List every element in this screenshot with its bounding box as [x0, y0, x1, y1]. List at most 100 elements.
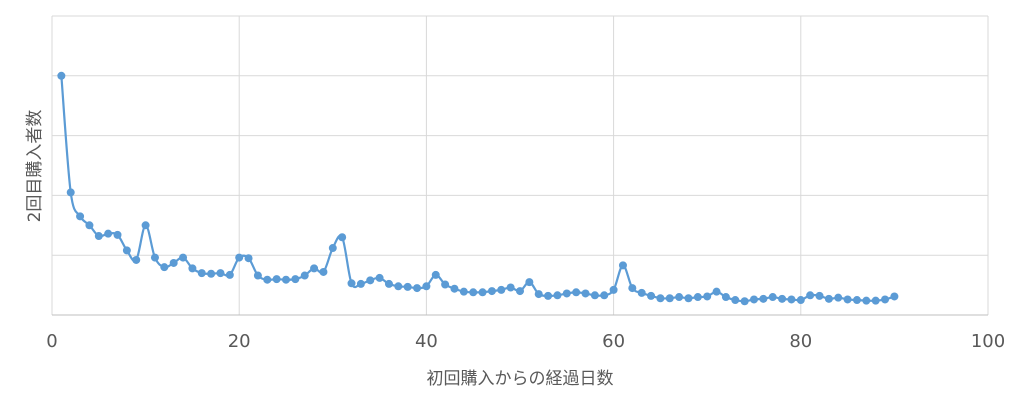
data-point [656, 294, 665, 303]
data-point [113, 230, 122, 239]
data-point [66, 188, 75, 197]
data-point [347, 279, 356, 288]
data-point [431, 270, 440, 279]
data-point [282, 275, 290, 284]
data-point [122, 246, 131, 255]
data-point [179, 253, 188, 262]
data-point [834, 293, 843, 302]
data-point [731, 296, 740, 305]
data-point [197, 269, 206, 278]
data-point [768, 293, 777, 302]
data-point [703, 292, 712, 301]
data-point [403, 282, 412, 291]
chart-gridlines [51, 15, 989, 315]
data-point [618, 261, 627, 270]
x-axis-ticks: 0 20 40 60 80 100 [46, 331, 1005, 352]
data-point [516, 287, 524, 296]
data-point [413, 284, 422, 293]
data-point [375, 273, 384, 282]
data-point [581, 289, 590, 298]
data-point [628, 284, 637, 293]
y-axis-title: 2回目購入者数 [25, 110, 45, 223]
data-point [272, 275, 281, 284]
x-tick-label: 100 [971, 331, 1005, 352]
data-point [141, 221, 150, 230]
data-point [459, 287, 468, 296]
data-point [253, 271, 262, 280]
x-tick-label: 0 [46, 331, 57, 352]
data-point [291, 275, 300, 284]
data-point [759, 294, 768, 303]
data-point [534, 290, 543, 299]
data-point [544, 291, 553, 300]
data-point [469, 288, 478, 297]
data-point [871, 296, 880, 305]
data-point [862, 296, 871, 305]
data-point [356, 279, 365, 288]
data-point [497, 285, 506, 294]
data-point [104, 229, 113, 238]
data-point [778, 294, 787, 303]
data-point [310, 264, 319, 273]
data-point [225, 270, 234, 279]
data-point [366, 276, 375, 285]
data-point [478, 288, 487, 297]
data-point [85, 221, 94, 230]
data-point [796, 296, 805, 305]
data-point [843, 295, 852, 304]
data-point [132, 255, 141, 264]
data-point [169, 258, 178, 267]
data-point [712, 287, 721, 296]
data-point [562, 289, 571, 298]
data-point [150, 253, 159, 262]
data-point [319, 267, 328, 276]
data-point [824, 294, 833, 303]
data-point [600, 291, 609, 300]
data-point [553, 291, 562, 300]
data-point [721, 293, 730, 302]
data-point [57, 71, 66, 80]
data-point [684, 294, 693, 303]
data-point [94, 232, 103, 241]
data-point [160, 263, 169, 272]
data-point [441, 280, 450, 289]
data-point [675, 293, 684, 302]
data-point [647, 291, 656, 300]
data-point [806, 291, 815, 300]
data-point [394, 282, 403, 291]
data-point [572, 288, 581, 297]
data-point [76, 212, 85, 221]
data-point [881, 295, 890, 304]
data-point [207, 269, 216, 278]
data-point [637, 288, 646, 297]
x-axis-title: 初回購入からの経過日数 [427, 369, 614, 389]
data-point [300, 271, 309, 280]
data-point [188, 264, 197, 273]
data-point [590, 291, 599, 300]
data-point [852, 296, 861, 305]
x-tick-label: 80 [789, 331, 812, 352]
data-point [740, 297, 749, 306]
data-point [525, 278, 534, 287]
data-point [506, 283, 515, 292]
series-points [57, 71, 899, 306]
data-point [665, 294, 674, 303]
data-point [890, 292, 899, 301]
series-line [60, 75, 895, 303]
data-point [750, 295, 758, 304]
data-point [487, 287, 496, 296]
data-point [693, 293, 702, 302]
x-tick-label: 60 [602, 331, 625, 352]
data-point [216, 269, 225, 278]
data-point [815, 291, 824, 300]
data-point [328, 244, 337, 253]
x-tick-label: 40 [415, 331, 438, 352]
data-point [450, 284, 459, 293]
data-point [384, 279, 393, 288]
x-tick-label: 20 [228, 331, 251, 352]
data-point [787, 295, 796, 304]
data-point [244, 254, 253, 263]
data-point [263, 275, 272, 284]
data-point [338, 233, 347, 242]
